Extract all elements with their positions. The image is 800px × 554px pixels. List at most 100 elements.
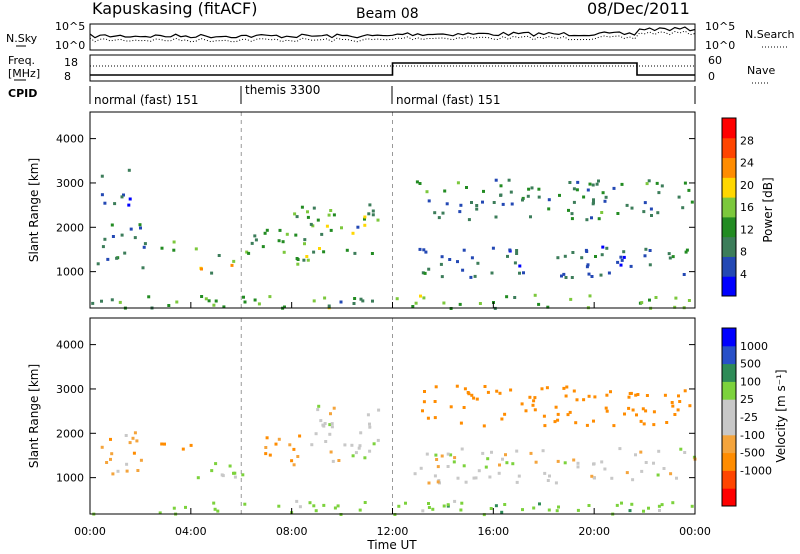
scatter-cell [172,506,176,510]
scatter-cell [250,241,254,245]
scatter-cell [554,481,558,485]
scatter-cell [100,299,103,303]
scatter-cell [656,211,660,215]
scatter-cell [204,297,208,301]
scatter-cell [330,422,334,426]
scatter-cell [462,464,466,468]
freq-right-tick-top: 60 [708,54,722,67]
scatter-cell [603,199,607,203]
scatter-cell [312,206,316,210]
scatter-cell [547,508,551,512]
scatter-cell [612,186,616,190]
scatter-cell [368,425,372,429]
freq-unit-label: [MHz] [8,67,40,80]
scatter-cell [433,211,437,215]
scatter-cell [123,251,127,255]
freq-series [90,62,695,76]
scatter-cell [312,299,316,303]
scatter-cell [522,271,525,275]
scatter-cell [283,305,286,309]
scatter-cell [120,195,124,199]
scatter-cell [324,440,328,443]
scatter-cell [690,504,694,508]
scatter-cell [635,413,638,417]
scatter-cell [642,509,645,513]
scatter-cell [175,300,179,304]
scatter-cell [683,451,687,454]
scatter-cell [433,416,437,420]
velocity-ylabel: Slant Range [km] [27,364,41,468]
scatter-cell [630,206,634,210]
ytick-label: 3000 [56,177,84,190]
scatter-cell [264,446,268,449]
scatter-cell [281,240,285,244]
scatter-cell [376,438,380,442]
xtick-label: 20:00 [578,525,610,538]
scatter-cell [110,298,114,302]
colorbar-swatch [722,381,736,400]
velocity-heatmap [92,318,697,517]
scatter-cell [366,413,370,417]
scatter-cell [675,476,678,480]
scatter-cell [543,424,547,428]
scatter-cell [644,461,648,464]
scatter-cell [566,413,570,417]
scatter-cell [327,304,331,308]
scatter-cell [285,232,289,236]
scatter-cell [163,442,166,446]
scatter-cell [652,423,656,427]
colorbar-tick-label: -500 [740,447,765,460]
scatter-cell [441,211,445,215]
colorbar-swatch [722,137,736,159]
scatter-cell [268,295,272,299]
scatter-cell [678,400,682,403]
colorbar-swatch [722,197,736,218]
scatter-cell [690,200,694,204]
scatter-cell [431,507,435,511]
scatter-cell [587,272,591,276]
scatter-cell [422,296,426,300]
colorbar-frame [721,117,737,297]
scatter-cell [456,260,459,264]
scatter-cell [111,235,115,238]
scatter-cell [593,476,596,480]
colorbar-swatch [722,236,736,257]
scatter-cell [625,471,629,475]
power-colorbar-label: Power [dB] [761,177,775,242]
scatter-cell [565,385,569,389]
scatter-cell [466,391,470,394]
scatter-cell [303,242,306,246]
scatter-cell [562,386,566,390]
scatter-cell [437,216,441,220]
scatter-cell [377,408,381,412]
scatter-cell [600,211,604,214]
scatter-cell [147,295,151,299]
scatter-cell [303,238,307,242]
scatter-cell [665,421,669,424]
scatter-cell [133,236,137,240]
scatter-cell [623,412,626,416]
scatter-cell [427,481,431,485]
scatter-cell [306,215,310,219]
scatter-cell [327,213,331,217]
ytick-label: 4000 [56,133,84,146]
noise-sky-label: N.Sky [6,32,38,45]
scatter-cell [503,412,507,416]
scatter-cell [277,504,281,508]
colorbar-swatch [722,363,736,382]
scatter-cell [592,462,596,466]
scatter-cell [359,297,363,301]
scatter-cell [460,501,464,505]
scatter-cell [131,436,135,440]
scatter-cell [354,451,358,455]
cpid-label: CPID [8,87,37,100]
noise-search-series [89,30,696,43]
scatter-cell [277,239,281,243]
scatter-cell [667,252,671,256]
scatter-cell [125,462,129,466]
scatter-cell [332,406,336,410]
scatter-cell [160,246,164,250]
scatter-cell [590,216,593,220]
scatter-cell [639,450,643,454]
